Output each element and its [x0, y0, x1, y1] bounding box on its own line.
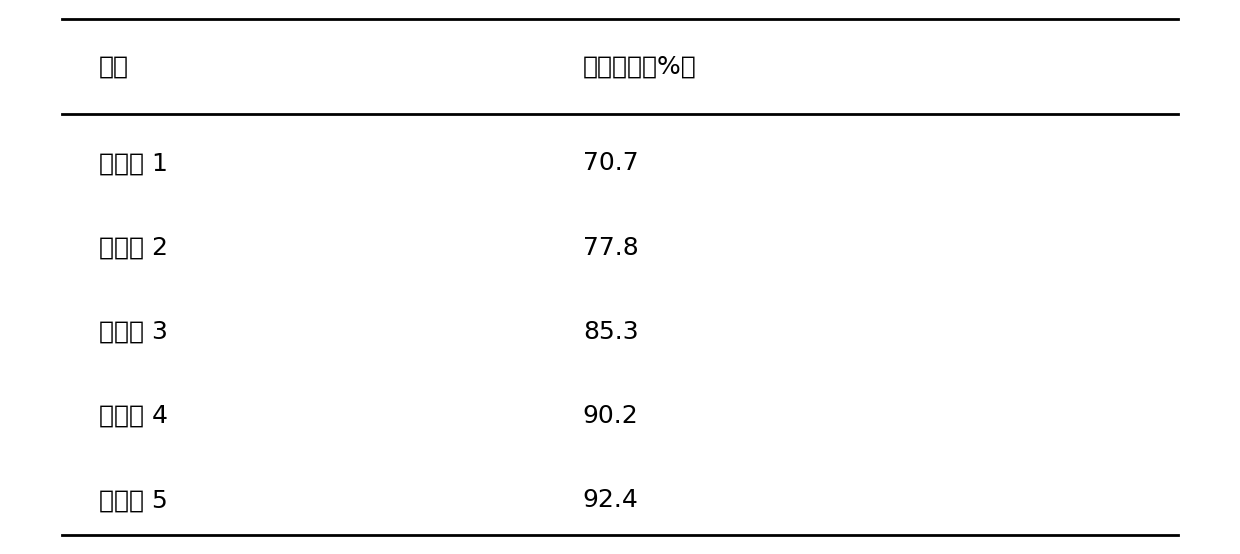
Text: 85.3: 85.3 — [583, 320, 639, 344]
Text: 77.8: 77.8 — [583, 235, 639, 260]
Text: 90.2: 90.2 — [583, 404, 639, 428]
Text: 实施例 1: 实施例 1 — [99, 151, 169, 176]
Text: 实施例 4: 实施例 4 — [99, 404, 169, 428]
Text: 实施例 5: 实施例 5 — [99, 488, 167, 512]
Text: 70.7: 70.7 — [583, 151, 639, 176]
Text: 92.4: 92.4 — [583, 488, 639, 512]
Text: 实施例 3: 实施例 3 — [99, 320, 169, 344]
Text: 实施例 2: 实施例 2 — [99, 235, 169, 260]
Text: 组别: 组别 — [99, 54, 129, 79]
Text: 脱氯效率（%）: 脱氯效率（%） — [583, 54, 697, 79]
